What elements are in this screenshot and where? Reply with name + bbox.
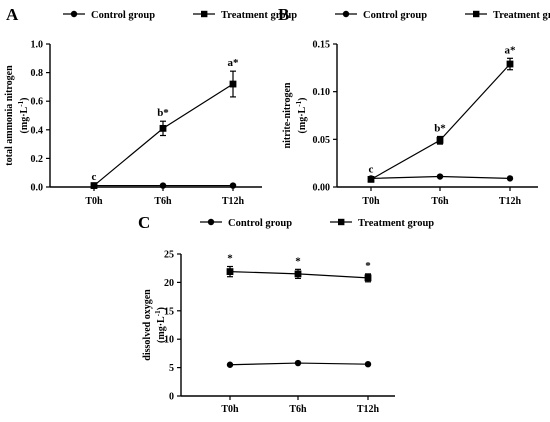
control-series — [226, 359, 372, 368]
panel-b-label: B — [278, 5, 289, 24]
panel-c-y-unit: (mg·L-1) — [154, 307, 167, 343]
y-tick-label: 15 — [164, 306, 174, 317]
control-point — [364, 360, 372, 368]
x-tick-label: T12h — [222, 196, 245, 207]
panel-a-y-unit: (mg·L-1) — [17, 98, 30, 134]
y-tick-label: 1.0 — [31, 40, 44, 51]
treatment-point — [436, 136, 444, 144]
x-tick-label: T0h — [85, 196, 103, 207]
treatment-point — [506, 60, 514, 68]
legend-treatment-marker — [201, 10, 208, 18]
treatment-series — [367, 57, 514, 183]
significance-label: a* — [505, 44, 517, 56]
legend-control-marker — [342, 10, 350, 18]
legend-control-label: Control group — [228, 218, 292, 229]
legend-treatment-label: Treatment group — [493, 10, 550, 21]
panel-a-y-title: total ammonia nitrogen — [4, 65, 15, 166]
y-tick-label: 0.00 — [313, 183, 331, 194]
treatment-point — [294, 270, 302, 278]
y-tick-label: 10 — [164, 335, 174, 346]
legend-treatment-label: Treatment group — [358, 218, 434, 229]
control-point — [226, 361, 234, 368]
y-tick-label: 25 — [164, 250, 174, 261]
control-point — [159, 182, 167, 189]
significance-label: c — [92, 171, 97, 183]
significance-label: * — [227, 252, 233, 264]
significance-label: b* — [157, 107, 169, 119]
treatment-point — [90, 182, 98, 189]
panel-b-chart: B Control group Treatment group 0.00 0.05 0.1… — [278, 5, 550, 207]
y-tick-label: 0.10 — [313, 87, 331, 98]
significance-label: a* — [228, 57, 240, 69]
y-tick-label: 0 — [169, 392, 174, 403]
treatment-point — [367, 175, 375, 183]
treatment-series — [90, 70, 237, 189]
y-tick-label: 5 — [169, 363, 174, 374]
panel-c-label: C — [138, 213, 150, 232]
x-tick-label: T0h — [221, 404, 239, 415]
control-point — [229, 182, 237, 189]
x-tick-label: T6h — [431, 196, 449, 207]
panel-b-legend: Control group Treatment group — [335, 10, 550, 21]
treatment-point — [159, 124, 167, 132]
control-series — [367, 173, 514, 182]
x-tick-label: T12h — [499, 196, 522, 207]
control-point — [436, 173, 444, 180]
significance-label: * — [295, 255, 301, 267]
panel-c-legend: Control group Treatment group — [200, 218, 434, 229]
y-tick-label: 0.15 — [313, 40, 331, 51]
treatment-series — [226, 265, 372, 283]
legend-treatment-marker — [338, 218, 345, 226]
x-tick-label: T6h — [289, 404, 307, 415]
legend-treatment-marker — [473, 10, 480, 18]
significance-label: b* — [434, 122, 446, 134]
legend-control-marker — [207, 218, 215, 226]
treatment-point — [226, 268, 234, 276]
panel-a-chart: A Control group Treatment group 0.0 0.2 0.4 0.… — [4, 5, 297, 207]
legend-control-label: Control group — [91, 10, 155, 21]
y-tick-label: 0.2 — [31, 154, 44, 165]
legend-treatment-label: Treatment group — [221, 10, 297, 21]
panel-c-chart: C Control group Treatment group 0 5 10 15 20 25 T… — [138, 213, 434, 415]
x-tick-label: T0h — [362, 196, 380, 207]
significance-label: * — [365, 260, 371, 272]
x-tick-label: T6h — [154, 196, 172, 207]
treatment-point — [364, 274, 372, 282]
panel-a-legend: Control group Treatment group — [63, 10, 297, 21]
significance-label: c — [369, 163, 374, 175]
y-tick-label: 0.05 — [313, 135, 331, 146]
control-point — [506, 175, 514, 182]
y-tick-label: 0.0 — [31, 183, 44, 194]
y-tick-label: 0.6 — [31, 97, 44, 108]
panel-c-y-title: dissolved oxygen — [142, 289, 153, 361]
control-series — [90, 182, 237, 189]
y-tick-label: 20 — [164, 278, 174, 289]
legend-control-marker — [70, 10, 78, 18]
panel-b-y-title: nitrite-nitrogen — [282, 82, 293, 148]
y-tick-label: 0.4 — [31, 125, 44, 136]
panel-b-y-unit: (mg·L-1) — [295, 98, 308, 134]
legend-control-label: Control group — [363, 10, 427, 21]
panel-a-label: A — [6, 5, 19, 24]
y-tick-label: 0.8 — [31, 68, 44, 79]
x-tick-label: T12h — [357, 404, 380, 415]
control-point — [294, 359, 302, 367]
treatment-point — [229, 80, 237, 88]
